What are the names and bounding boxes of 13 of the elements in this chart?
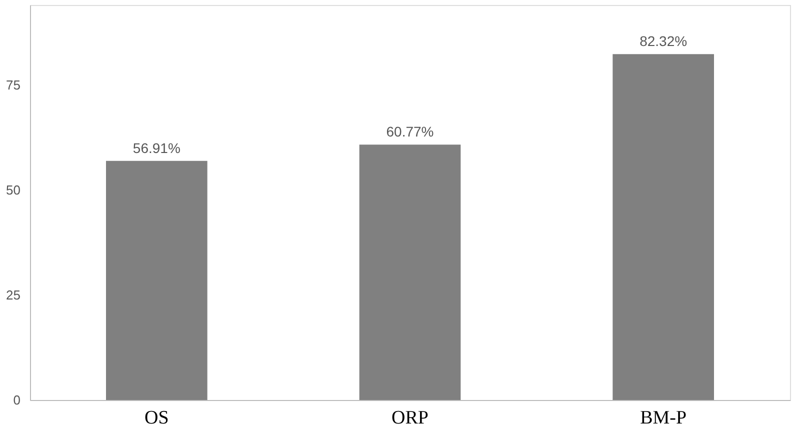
bar <box>612 54 714 400</box>
y-tick-label: 75 <box>6 77 20 92</box>
y-tick-label: 0 <box>13 392 20 408</box>
x-tick-label: ORP <box>392 408 428 428</box>
data-label: 60.77% <box>386 124 434 140</box>
y-tick-label: 50 <box>6 182 20 198</box>
y-tick-label: 25 <box>6 287 20 302</box>
data-label: 82.32% <box>640 33 688 50</box>
bar <box>106 160 208 400</box>
x-tick-label: BM-P <box>640 408 687 428</box>
x-tick-label: OS <box>144 408 169 428</box>
bar <box>359 144 461 400</box>
data-label: 56.91% <box>132 140 180 156</box>
